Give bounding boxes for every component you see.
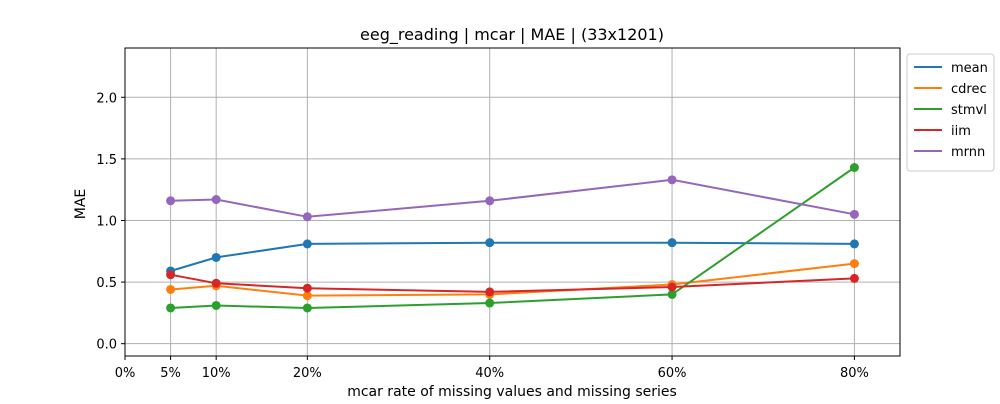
data-point-iim [667, 282, 677, 292]
y-axis-label: MAE [73, 189, 89, 220]
legend-label: iim [951, 124, 971, 139]
data-point-cdrec [849, 259, 859, 269]
data-point-mrnn [302, 212, 312, 222]
data-point-iim [302, 283, 312, 293]
data-point-stmvl [302, 303, 312, 313]
x-tick-label: 60% [658, 366, 687, 381]
data-point-mean [849, 239, 859, 249]
data-point-stmvl [667, 289, 677, 299]
data-point-iim [485, 287, 495, 297]
data-point-mrnn [485, 196, 495, 206]
y-tick-label: 0.0 [96, 338, 117, 353]
plot-area-frame [124, 47, 901, 357]
data-point-iim [849, 273, 859, 283]
x-tick-label: 10% [202, 366, 231, 381]
legend-item-cdrec: cdrec [914, 82, 987, 97]
series-line-cdrec [170, 262, 855, 297]
legend-frame [906, 53, 995, 172]
x-tick-label: 80% [840, 366, 869, 381]
y-tick-label: 1.5 [96, 153, 117, 168]
series-line-mrnn [170, 178, 855, 218]
x-axis-ticks: 0% 5% 10% 20% 40% 60% 80% [115, 356, 869, 381]
legend-item-mrnn: mrnn [914, 145, 985, 160]
data-point-iim [211, 278, 221, 288]
legend-label: stmvl [951, 103, 987, 118]
x-axis-label: mcar rate of missing values and missing … [347, 384, 677, 400]
data-point-stmvl [166, 303, 176, 313]
series-layer [166, 163, 859, 313]
grid-lines [124, 48, 900, 356]
data-point-mrnn [849, 209, 859, 219]
series-line-mean [170, 241, 855, 272]
y-tick-label: 1.0 [96, 214, 117, 229]
legend: mean cdrec stmvl iim mrnn [906, 53, 995, 172]
chart-title: eeg_reading | mcar | MAE | (33x1201) [360, 25, 664, 45]
data-point-iim [166, 270, 176, 280]
legend-item-stmvl: stmvl [914, 103, 987, 118]
x-tick-label: 20% [293, 366, 322, 381]
series-line-stmvl [170, 166, 855, 310]
data-point-cdrec [302, 291, 312, 301]
series-cdrec [166, 259, 859, 301]
data-point-cdrec [166, 284, 176, 294]
legend-item-iim: iim [914, 124, 971, 139]
series-stmvl [166, 163, 859, 313]
series-line-iim [170, 273, 855, 293]
y-axis-ticks: 0.0 0.5 1.0 1.5 2.0 [96, 91, 125, 353]
legend-item-mean: mean [914, 61, 988, 76]
data-point-mrnn [667, 175, 677, 185]
data-point-mean [667, 238, 677, 248]
data-point-stmvl [485, 298, 495, 308]
x-tick-label: 40% [475, 366, 504, 381]
series-mean [166, 238, 859, 276]
x-tick-label: 5% [160, 366, 181, 381]
legend-label: mean [951, 61, 988, 76]
data-point-stmvl [211, 300, 221, 310]
y-tick-label: 0.5 [96, 276, 117, 291]
data-point-mrnn [166, 196, 176, 206]
data-point-mean [485, 238, 495, 248]
series-iim [166, 270, 859, 297]
data-point-mean [211, 252, 221, 262]
legend-label: mrnn [951, 145, 985, 160]
y-tick-label: 2.0 [96, 91, 117, 106]
data-point-mean [302, 239, 312, 249]
data-point-stmvl [849, 163, 859, 173]
series-mrnn [166, 175, 859, 222]
data-point-mrnn [211, 195, 221, 205]
legend-label: cdrec [951, 82, 987, 97]
x-tick-label: 0% [115, 366, 136, 381]
